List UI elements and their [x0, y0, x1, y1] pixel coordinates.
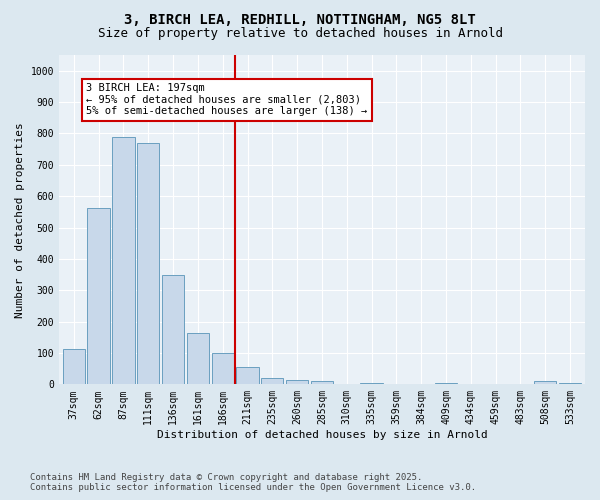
Bar — [236, 367, 259, 384]
Bar — [88, 208, 110, 384]
X-axis label: Distribution of detached houses by size in Arnold: Distribution of detached houses by size … — [157, 430, 487, 440]
Text: Contains HM Land Registry data © Crown copyright and database right 2025.
Contai: Contains HM Land Registry data © Crown c… — [30, 473, 476, 492]
Bar — [62, 349, 85, 384]
Bar — [162, 274, 184, 384]
Bar — [261, 378, 283, 384]
Text: 3, BIRCH LEA, REDHILL, NOTTINGHAM, NG5 8LT: 3, BIRCH LEA, REDHILL, NOTTINGHAM, NG5 8… — [124, 12, 476, 26]
Bar — [212, 353, 234, 384]
Bar — [559, 383, 581, 384]
Bar — [534, 381, 556, 384]
Bar — [311, 381, 333, 384]
Y-axis label: Number of detached properties: Number of detached properties — [15, 122, 25, 318]
Bar — [187, 333, 209, 384]
Text: 3 BIRCH LEA: 197sqm
← 95% of detached houses are smaller (2,803)
5% of semi-deta: 3 BIRCH LEA: 197sqm ← 95% of detached ho… — [86, 83, 367, 116]
Bar — [112, 136, 134, 384]
Bar — [137, 143, 160, 384]
Bar — [361, 383, 383, 384]
Bar — [286, 380, 308, 384]
Bar — [435, 383, 457, 384]
Text: Size of property relative to detached houses in Arnold: Size of property relative to detached ho… — [97, 28, 503, 40]
